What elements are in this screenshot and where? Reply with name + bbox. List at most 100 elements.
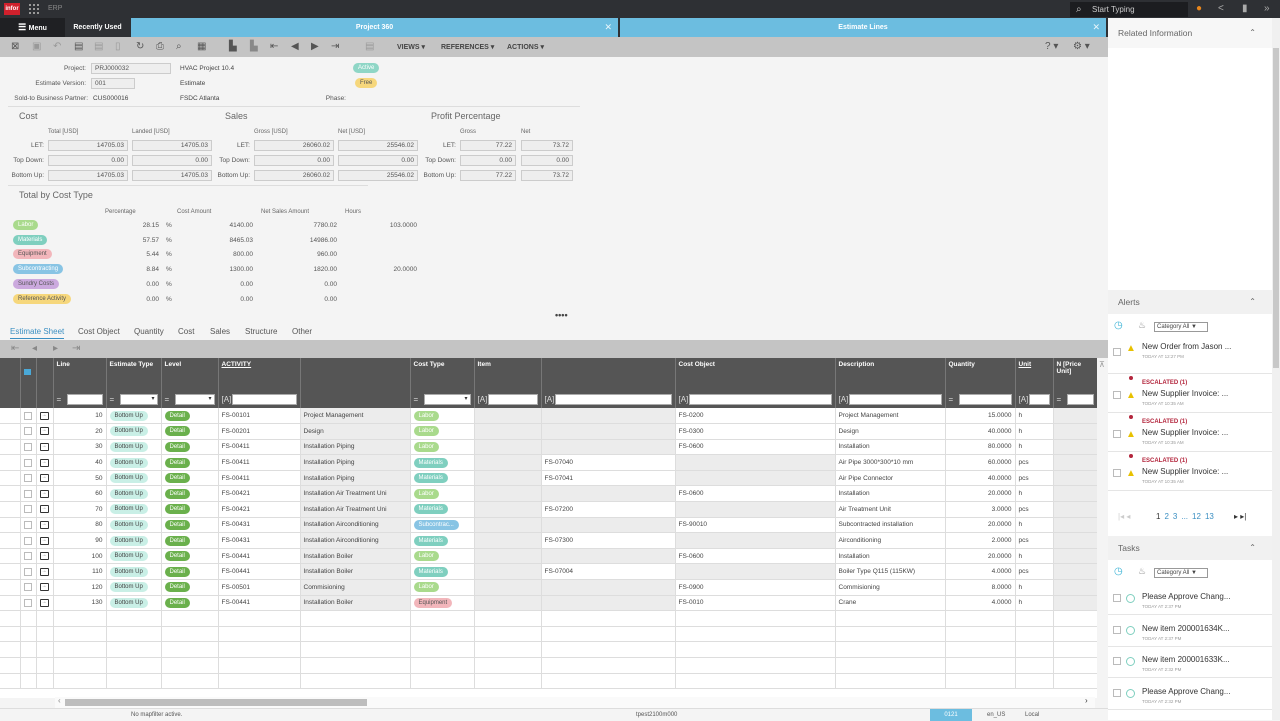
row-action-cell[interactable]: → xyxy=(36,501,54,518)
unit-cell[interactable]: h xyxy=(1015,439,1054,456)
line-cell[interactable]: 40 xyxy=(53,454,107,471)
more-icon[interactable]: •••• xyxy=(555,310,568,320)
row-header-cell[interactable] xyxy=(0,470,21,487)
tab-estimate-sheet[interactable]: Estimate Sheet xyxy=(10,327,65,339)
row-action-cell[interactable]: → xyxy=(36,595,54,612)
estimate-type-cell[interactable]: Bottom Up xyxy=(106,501,162,518)
previous-record-icon[interactable]: ◀ xyxy=(291,41,299,52)
filter-operator-icon[interactable]: [A] xyxy=(678,395,689,404)
activity-description-cell[interactable]: Installation Boiler xyxy=(300,548,411,565)
first-page-icon[interactable]: ⇤ xyxy=(11,343,20,354)
task-item[interactable]: Please Approve Chang... TODAY AT 2:32 PM xyxy=(1108,678,1272,710)
estimate-type-cell[interactable]: Bottom Up xyxy=(106,548,162,565)
row-header-cell[interactable] xyxy=(0,579,21,596)
quantity-cell[interactable]: 40.0000 xyxy=(945,423,1016,440)
column-header[interactable]: [A] xyxy=(541,358,676,408)
filter-input[interactable] xyxy=(231,394,297,405)
open-detail-icon[interactable]: → xyxy=(39,583,49,592)
row-select-cell[interactable] xyxy=(20,548,37,565)
print-icon[interactable]: ⎙ xyxy=(156,41,164,52)
unit-cell[interactable]: h xyxy=(1015,579,1054,596)
level-cell[interactable]: Detail xyxy=(161,532,219,549)
scroll-right-icon[interactable]: › xyxy=(1085,696,1088,705)
calendar-icon[interactable]: ▦ xyxy=(197,41,207,52)
row-select-cell[interactable] xyxy=(20,470,37,487)
description-cell[interactable]: Design xyxy=(835,423,946,440)
filter-input[interactable] xyxy=(958,394,1012,405)
row-checkbox[interactable] xyxy=(23,505,32,514)
filter-operator-icon[interactable]: = xyxy=(109,395,115,404)
unit-cell[interactable]: pcs xyxy=(1015,532,1054,549)
item-cell[interactable] xyxy=(541,548,676,565)
scroll-left-icon[interactable]: ‹ xyxy=(58,696,61,705)
pager-page[interactable]: 1 xyxy=(1156,512,1161,521)
unit-cell[interactable]: h xyxy=(1015,485,1054,503)
row-checkbox[interactable] xyxy=(23,536,32,545)
row-checkbox[interactable] xyxy=(23,427,32,436)
item-project-cell[interactable] xyxy=(474,454,542,471)
quantity-cell[interactable]: 4.0000 xyxy=(945,563,1016,581)
next-record-icon[interactable]: ▶ xyxy=(311,41,319,52)
quantity-cell[interactable]: 20.0000 xyxy=(945,517,1016,534)
first-record-icon[interactable]: ⇤ xyxy=(270,41,279,52)
estimate-type-cell[interactable]: Bottom Up xyxy=(106,454,162,471)
right-panel-scrollbar[interactable] xyxy=(1272,18,1280,720)
activity-cell[interactable]: FS-00101 xyxy=(218,408,301,425)
item-project-cell[interactable] xyxy=(474,485,542,503)
related-information-header[interactable]: Related Information ⌃ xyxy=(1108,18,1272,48)
description-cell[interactable]: Installation xyxy=(835,439,946,456)
cost-type-cell[interactable]: Labor xyxy=(410,548,475,565)
new-icon[interactable]: ▤ xyxy=(74,41,84,52)
item-project-cell[interactable] xyxy=(474,423,542,440)
open-detail-icon[interactable]: → xyxy=(39,505,49,514)
table-row[interactable]: → 50 Bottom Up Detail FS-00411 Installation P… xyxy=(0,470,1097,487)
item-project-cell[interactable] xyxy=(474,579,542,596)
activity-description-cell[interactable]: Installation Piping xyxy=(300,439,411,456)
open-detail-icon[interactable]: → xyxy=(39,598,49,607)
description-cell[interactable]: Boiler Type Q115 (115KW) xyxy=(835,563,946,581)
cost-object-cell[interactable]: FS-0200 xyxy=(675,408,836,425)
item-project-cell[interactable] xyxy=(474,595,542,612)
column-header[interactable]: Cost Type = ▾ xyxy=(410,358,475,408)
description-cell[interactable]: Air Pipe Connector xyxy=(835,470,946,487)
settings-gear-icon[interactable]: ⚙ ▾ xyxy=(1073,41,1090,52)
row-select-cell[interactable] xyxy=(20,579,37,596)
item-project-cell[interactable] xyxy=(474,501,542,518)
activity-cell[interactable]: FS-00411 xyxy=(218,454,301,471)
next-page-icon[interactable]: ▸ xyxy=(53,343,59,354)
row-checkbox[interactable] xyxy=(23,489,32,498)
price-unit-cell[interactable] xyxy=(1053,439,1097,456)
activity-cell[interactable]: FS-00431 xyxy=(218,532,301,549)
cost-type-cell[interactable]: Materials xyxy=(410,563,475,581)
row-checkbox[interactable] xyxy=(23,474,32,483)
table-row[interactable]: → 80 Bottom Up Detail FS-00431 Installation A… xyxy=(0,517,1097,534)
column-header[interactable]: Quantity = xyxy=(945,358,1016,408)
unit-cell[interactable]: h xyxy=(1015,423,1054,440)
activity-description-cell[interactable]: Commisioning xyxy=(300,579,411,596)
quantity-cell[interactable]: 4.0000 xyxy=(945,595,1016,612)
share-icon[interactable]: < xyxy=(1218,3,1224,14)
row-select-cell[interactable] xyxy=(20,439,37,456)
pager-page[interactable]: 2 xyxy=(1164,512,1169,521)
open-detail-icon[interactable]: → xyxy=(39,458,49,467)
level-cell[interactable]: Detail xyxy=(161,423,219,440)
filter-input[interactable]: ▾ xyxy=(119,394,158,405)
last-page-icon[interactable]: ⇥ xyxy=(72,343,81,354)
project-field[interactable]: PRJ000032 xyxy=(91,63,171,74)
line-cell[interactable]: 130 xyxy=(53,595,107,612)
column-header[interactable]: N [Price Unit] = xyxy=(1053,358,1097,408)
line-cell[interactable]: 30 xyxy=(53,439,107,456)
row-action-cell[interactable]: → xyxy=(36,470,54,487)
pager-next-icon[interactable]: ▸ ▸| xyxy=(1234,512,1247,521)
open-detail-icon[interactable]: → xyxy=(39,520,49,529)
item-project-cell[interactable] xyxy=(474,439,542,456)
cost-type-cell[interactable]: Labor xyxy=(410,439,475,456)
clipboard-icon[interactable]: ▤ xyxy=(365,41,375,52)
collapse-icon[interactable]: ⌃ xyxy=(1249,297,1256,306)
level-cell[interactable]: Detail xyxy=(161,408,219,425)
cost-object-cell[interactable]: FS-0300 xyxy=(675,423,836,440)
column-header[interactable]: Description [A] xyxy=(835,358,946,408)
cost-type-cell[interactable]: Labor xyxy=(410,485,475,503)
price-unit-cell[interactable] xyxy=(1053,532,1097,549)
item-cell[interactable] xyxy=(541,408,676,425)
